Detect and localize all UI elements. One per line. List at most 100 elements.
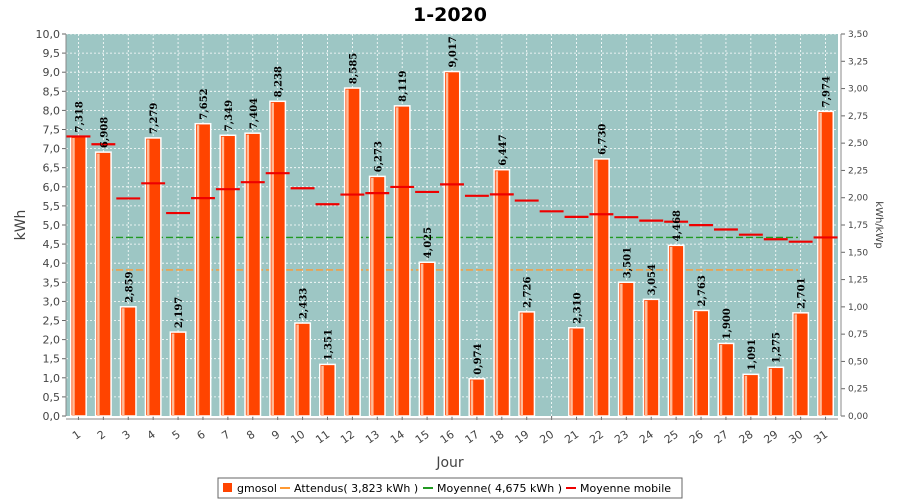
bar-value-label: 2,433 [299,288,310,319]
legend-entry: Moyenne mobile [580,482,671,495]
y2-tick-label: 2,25 [848,166,868,176]
bar-highlight [171,333,175,416]
x-tick-label: 31 [811,428,830,447]
bar-highlight [122,308,125,416]
x-tick-label: 13 [363,428,382,447]
bar-highlight [719,344,723,416]
bar-value-label: 7,974 [822,76,833,107]
bar-highlight [246,134,250,416]
bar-highlight [271,102,274,416]
bar-value-label: 0,974 [473,343,484,374]
x-tick-label: 14 [388,428,407,447]
y-tick-label: 4,5 [43,238,61,251]
x-tick-label: 3 [120,428,133,443]
x-tick-label: 5 [170,428,183,443]
bar-highlight [794,314,797,416]
y2-tick-label: 3,50 [848,30,868,40]
legend-swatch [223,483,232,492]
y2-tick-label: 2,50 [848,139,868,149]
y-tick-label: 7,5 [43,124,61,137]
bar-highlight [221,136,225,417]
bar-highlight [570,329,573,416]
bar-highlight [694,311,698,416]
bar-value-label: 2,701 [797,277,808,308]
bar-value-label: 9,017 [448,36,459,67]
bar-value-label: 6,908 [99,117,110,148]
plot-area: 0,0 0,5 1,0 1,5 2,0 2,5 3,0 3,5 4,0 4,5 5,0 5,5 6,0 6… [36,28,869,446]
bar-highlight [97,153,100,417]
x-tick-label: 20 [537,428,556,447]
x-axis-label: Jour [435,455,464,471]
bar-value-label: 1,351 [323,329,334,360]
bar-value-label: 7,318 [74,101,85,132]
y2-tick-label: 3,25 [848,57,868,67]
bar-value-label: 6,273 [373,141,384,172]
y-tick-label: 6,5 [43,162,61,175]
bar-value-label: 8,119 [398,70,409,101]
bar-highlight [196,125,200,416]
bar-value-label: 6,730 [597,124,608,155]
bar-value-label: 7,404 [249,98,260,129]
bar-highlight [620,283,623,416]
bar-highlight [146,139,150,416]
y-tick-label: 10,0 [36,28,61,41]
y-tick-label: 2,0 [43,334,61,347]
x-tick-label: 12 [338,428,357,447]
bar-highlight [645,300,648,416]
x-tick-label: 27 [712,428,731,447]
bar-value-label: 6,447 [498,134,509,165]
chart-title: 1-2020 [413,4,487,26]
y-tick-label: 3,5 [43,276,61,289]
x-tick-label: 16 [438,428,457,447]
x-tick-label: 9 [269,428,282,443]
y-tick-label: 5,5 [43,200,61,213]
bar-highlight [296,324,299,416]
bar-highlight [669,246,673,416]
x-tick-label: 28 [737,428,756,447]
x-tick-label: 1 [70,428,83,443]
y-tick-label: 5,0 [43,219,61,232]
y2-tick-label: 0,00 [848,412,868,422]
x-tick-label: 6 [194,428,207,443]
y-tick-label: 8,5 [43,85,61,98]
y2-tick-label: 2,75 [848,112,868,122]
x-tick-label: 19 [513,428,532,447]
y-tick-label: 1,5 [43,353,61,366]
y-tick-label: 4,0 [43,257,61,270]
y-tick-label: 8,0 [43,104,61,117]
y2-tick-label: 2,00 [848,194,868,204]
bar-highlight [72,137,75,416]
x-tick-label: 29 [762,428,781,447]
y-tick-label: 9,5 [43,47,61,60]
x-tick-label: 23 [612,428,631,447]
y-tick-label: 0,5 [43,391,61,404]
x-tick-label: 25 [662,428,681,447]
bar-value-label: 7,652 [199,88,210,119]
x-tick-label: 26 [687,428,706,447]
bar-value-label: 3,501 [622,247,633,278]
bar-highlight [346,89,349,416]
y2-tick-label: 1,00 [848,303,868,313]
y-tick-label: 3,0 [43,295,61,308]
x-tick-label: 30 [786,428,805,447]
bar-value-label: 2,763 [697,275,708,306]
x-tick-label: 4 [145,428,158,443]
y2-tick-label: 0,75 [848,330,868,340]
bar-value-label: 2,197 [174,297,185,328]
y2-tick-label: 0,50 [848,357,868,367]
bar-value-label: 1,091 [747,339,758,370]
bar-value-label: 4,025 [423,227,434,258]
bar-value-label: 3,054 [647,264,658,295]
bar-value-label: 8,585 [348,53,359,84]
legend-entry: Moyenne( 4,675 kWh ) [437,482,562,495]
legend: gmosol Attendus( 3,823 kWh ) Moyenne( 4,67… [217,477,683,499]
y-axis-label: kWh [13,210,29,241]
bar-value-label: 7,279 [149,103,160,134]
legend-box [217,477,683,499]
bar-highlight [420,263,424,416]
y2-tick-label: 0,25 [848,385,868,395]
y-tick-label: 1,0 [43,372,61,385]
y-tick-label: 0,0 [43,410,61,423]
bar-highlight [321,365,324,416]
